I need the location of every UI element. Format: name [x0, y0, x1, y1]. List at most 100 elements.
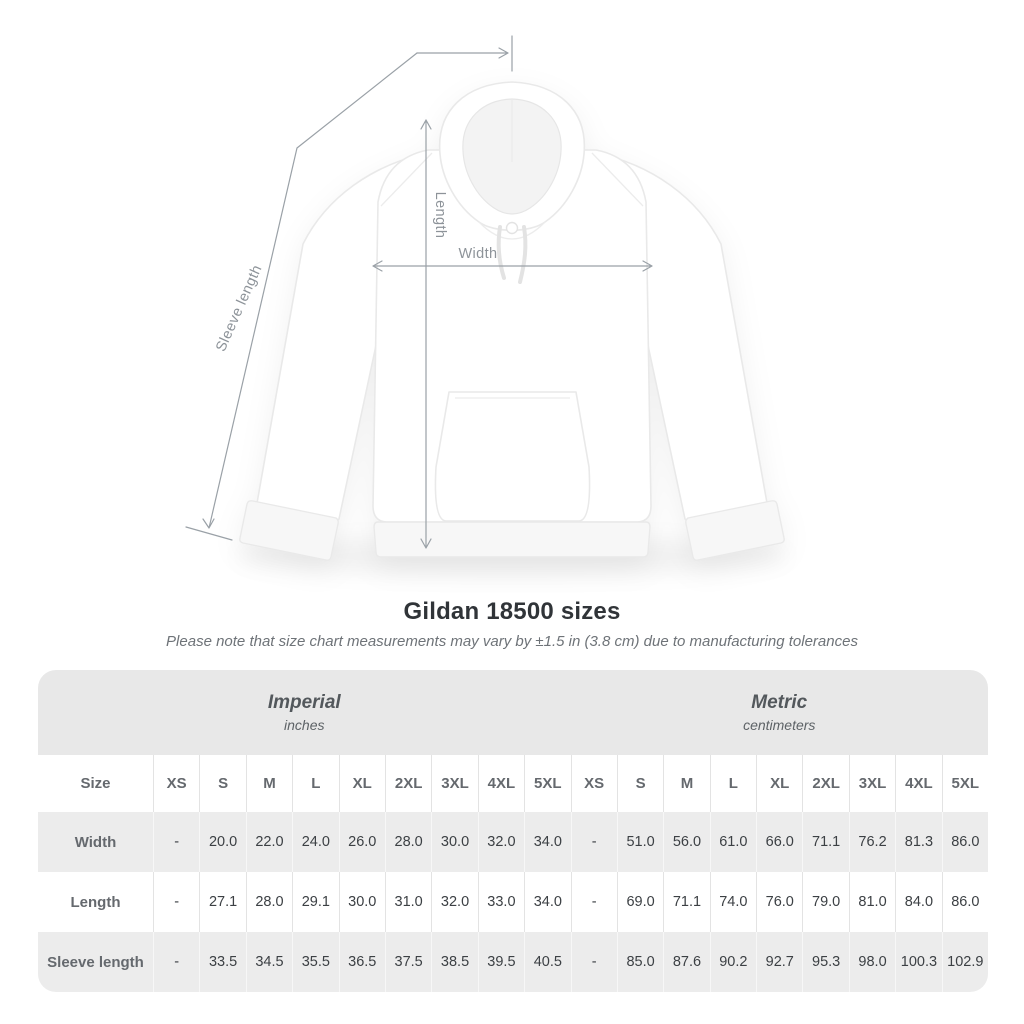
size-header-imperial-xl: XL: [338, 755, 385, 812]
hoodie-measurement-diagram: Width Length Sleeve length: [185, 35, 787, 576]
length-imperial-xs: -: [153, 872, 200, 932]
tolerance-note: Please note that size chart measurements…: [166, 633, 858, 650]
imperial-label: Imperial: [267, 692, 341, 713]
length-measure-label: Length: [432, 192, 448, 239]
size-header-metric-5xl: 5XL: [941, 755, 988, 812]
size-header-imperial-2xl: 2XL: [384, 755, 432, 812]
sleeve-metric-4xl: 100.3: [895, 932, 942, 992]
length-imperial-5xl: 34.0: [524, 872, 571, 932]
width-imperial-3xl: 30.0: [431, 812, 478, 872]
sleeve-imperial-xl: 36.5: [338, 932, 385, 992]
page-title: Gildan 18500 sizes: [403, 598, 621, 625]
width-imperial-m: 22.0: [245, 812, 293, 872]
width-metric-xl: 66.0: [756, 812, 803, 872]
length-imperial-xl: 30.0: [338, 872, 385, 932]
right-drawstring: [518, 225, 528, 284]
drawstring-knot: [505, 221, 519, 235]
length-imperial-4xl: 33.0: [477, 872, 525, 932]
sleeve-metric-xl: 92.7: [756, 932, 803, 992]
collar-seam: [478, 221, 546, 240]
imperial-unit-header: Imperial inches: [38, 670, 571, 755]
width-metric-3xl: 76.2: [848, 812, 896, 872]
length-imperial-2xl: 31.0: [384, 872, 432, 932]
inches-label: inches: [284, 717, 325, 733]
size-header-metric-3xl: 3XL: [848, 755, 896, 812]
length-metric-3xl: 81.0: [848, 872, 896, 932]
size-header-metric-xs: XS: [570, 755, 617, 812]
width-imperial-l: 24.0: [292, 812, 339, 872]
width-imperial-5xl: 34.0: [524, 812, 571, 872]
sleeve-imperial-m: 34.5: [245, 932, 293, 992]
size-column-header: Size: [38, 755, 153, 812]
size-header-imperial-4xl: 4XL: [477, 755, 525, 812]
left-drawstring: [496, 225, 506, 280]
width-imperial-2xl: 28.0: [384, 812, 432, 872]
metric-label: Metric: [751, 692, 808, 713]
sleeve-metric-l: 90.2: [709, 932, 757, 992]
width-imperial-4xl: 32.0: [477, 812, 525, 872]
length-metric-xs: -: [570, 872, 617, 932]
length-imperial-l: 29.1: [292, 872, 339, 932]
length-metric-2xl: 79.0: [802, 872, 849, 932]
sleeve-imperial-s: 33.5: [199, 932, 246, 992]
length-arrow: [420, 119, 432, 549]
width-metric-xs: -: [570, 812, 617, 872]
hoodie-right-cuff: [685, 500, 785, 561]
width-metric-5xl: 86.0: [941, 812, 988, 872]
length-imperial-m: 28.0: [245, 872, 293, 932]
hoodie-pocket: [434, 391, 591, 522]
sleeve-arrow-diagonal: [202, 52, 418, 529]
sleeve-arrow-top: [416, 47, 509, 59]
row-label-width: Width: [38, 812, 153, 872]
size-header-metric-m: M: [663, 755, 710, 812]
width-arrow: [372, 260, 653, 272]
sleeve-metric-xs: -: [570, 932, 617, 992]
size-header-imperial-xs: XS: [153, 755, 200, 812]
size-header-metric-4xl: 4XL: [895, 755, 942, 812]
width-metric-m: 56.0: [663, 812, 710, 872]
sleeve-end-tick: [185, 526, 233, 541]
length-metric-4xl: 84.0: [895, 872, 942, 932]
length-imperial-s: 27.1: [199, 872, 246, 932]
size-header-metric-2xl: 2XL: [802, 755, 849, 812]
size-header-imperial-3xl: 3XL: [431, 755, 478, 812]
size-header-metric-xl: XL: [756, 755, 803, 812]
sleeve-imperial-xs: -: [153, 932, 200, 992]
size-header-imperial-5xl: 5XL: [524, 755, 571, 812]
hoodie-illustration: [239, 81, 785, 561]
sleeve-imperial-5xl: 40.5: [524, 932, 571, 992]
hoodie-diagram-canvas: Width Length Sleeve length: [185, 35, 787, 576]
length-imperial-3xl: 32.0: [431, 872, 478, 932]
size-header-imperial-l: L: [292, 755, 339, 812]
shoulder-seams: [380, 152, 644, 207]
sleeve-imperial-3xl: 38.5: [431, 932, 478, 992]
length-metric-s: 69.0: [616, 872, 664, 932]
width-metric-2xl: 71.1: [802, 812, 849, 872]
width-imperial-s: 20.0: [199, 812, 246, 872]
centimeters-label: centimeters: [743, 717, 816, 733]
sleeve-metric-5xl: 102.9: [941, 932, 988, 992]
sleeve-metric-m: 87.6: [663, 932, 710, 992]
width-measure-label: Width: [458, 246, 497, 262]
sleeve-imperial-2xl: 37.5: [384, 932, 432, 992]
sleeve-metric-3xl: 98.0: [848, 932, 896, 992]
sleeve-metric-2xl: 95.3: [802, 932, 849, 992]
sleeve-imperial-4xl: 39.5: [477, 932, 525, 992]
length-metric-5xl: 86.0: [941, 872, 988, 932]
length-metric-m: 71.1: [663, 872, 710, 932]
row-label-sleeve-length: Sleeve length: [38, 932, 153, 992]
size-header-imperial-m: M: [245, 755, 293, 812]
length-metric-xl: 76.0: [756, 872, 803, 932]
width-metric-l: 61.0: [709, 812, 757, 872]
hoodie-left-cuff: [239, 500, 339, 561]
sleeve-imperial-l: 35.5: [292, 932, 339, 992]
width-imperial-xs: -: [153, 812, 200, 872]
sleeve-metric-s: 85.0: [616, 932, 664, 992]
row-label-length: Length: [38, 872, 153, 932]
size-header-imperial-s: S: [199, 755, 246, 812]
hoodie-hem: [373, 521, 651, 558]
width-imperial-xl: 26.0: [338, 812, 385, 872]
metric-unit-header: Metric centimeters: [570, 670, 988, 755]
width-metric-s: 51.0: [616, 812, 664, 872]
size-table: Imperial inches Metric centimeters Size …: [38, 670, 988, 992]
